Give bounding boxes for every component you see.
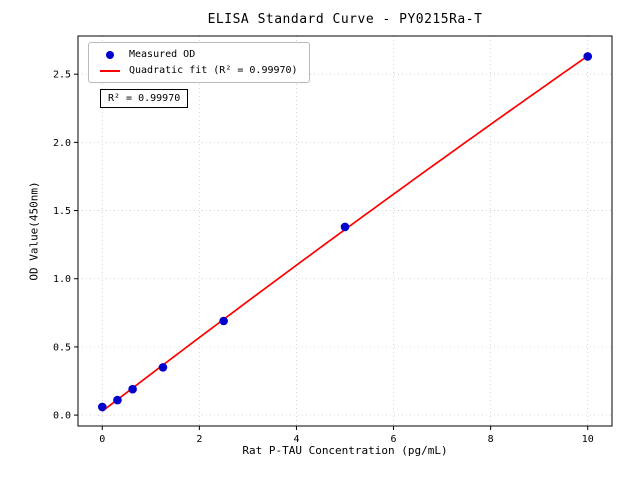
y-tick-label: 0.5 — [53, 342, 71, 353]
y-tick-label: 2.5 — [53, 70, 71, 81]
y-tick-label: 0.0 — [53, 411, 71, 422]
y-tick-label: 1.0 — [53, 274, 71, 285]
x-tick-label: 10 — [582, 434, 594, 445]
legend-entry-quadratic-fit: Quadratic fit (R² = 0.99970) — [100, 65, 298, 76]
measured-od-point — [583, 52, 593, 61]
quadratic-fit-line — [101, 55, 589, 412]
measured-od-point — [219, 316, 228, 326]
r-squared-annotation: R² = 0.99970 — [100, 89, 189, 108]
x-tick-label: 6 — [391, 434, 397, 445]
legend-entry-measured-od: Measured OD — [100, 49, 298, 60]
legend-label-measured-od: Measured OD — [129, 49, 196, 60]
y-axis-label: OD Value(450nm) — [27, 181, 41, 281]
measured-od-marker-icon — [106, 50, 114, 59]
x-tick-label: 4 — [293, 434, 299, 445]
measured-od-point — [158, 363, 168, 372]
y-tick-label: 1.5 — [53, 206, 71, 217]
x-tick-label: 8 — [488, 434, 494, 445]
plot-frame — [77, 35, 613, 427]
measured-od-point — [113, 395, 122, 405]
legend-label-quadratic-fit: Quadratic fit (R² = 0.99970) — [129, 65, 298, 76]
chart-title: ELISA Standard Curve - PY0215Ra-T — [207, 12, 483, 27]
y-tick-label: 2.0 — [53, 138, 71, 149]
quadratic-fit-marker-icon — [100, 69, 120, 72]
legend: Measured OD Quadratic fit (R² = 0.99970) — [88, 42, 310, 83]
measured-od-point — [97, 402, 107, 412]
measured-od-point — [128, 384, 137, 394]
x-tick-label: 2 — [196, 434, 202, 445]
x-axis-label: Rat P-TAU Concentration (pg/mL) — [242, 444, 448, 457]
measured-od-point — [340, 222, 350, 232]
x-tick-label: 0 — [99, 434, 105, 445]
